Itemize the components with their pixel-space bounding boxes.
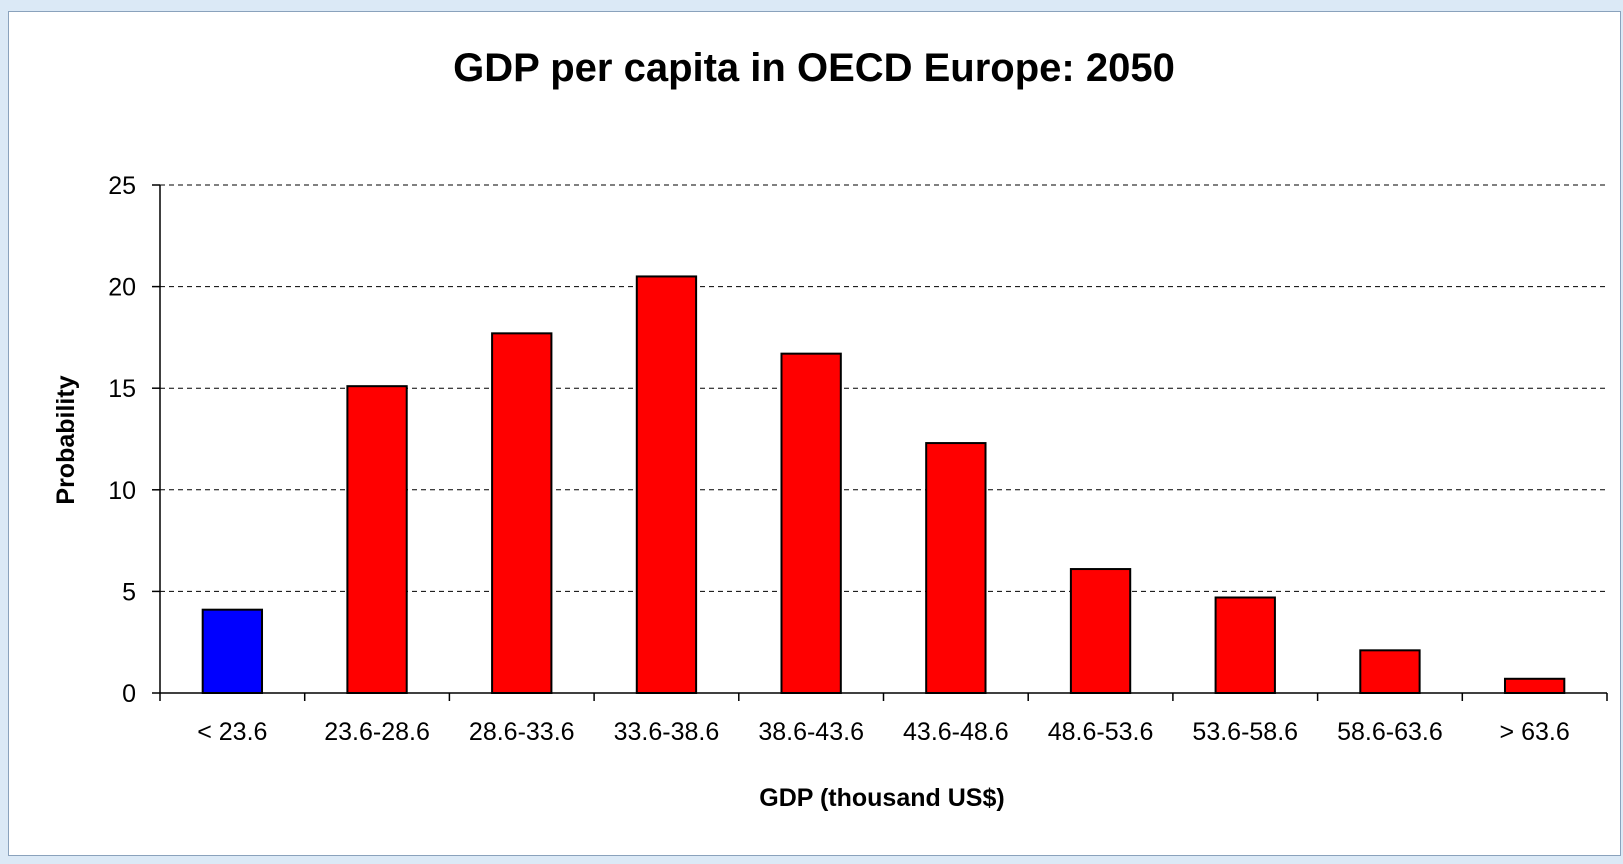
x-tick-label: 58.6-63.6 [1337, 718, 1443, 746]
y-tick-label: 0 [122, 680, 136, 708]
y-tick-label: 20 [108, 274, 136, 302]
y-tick-label: 25 [108, 172, 136, 200]
bars [201, 275, 1566, 695]
y-tick-label: 5 [122, 578, 136, 606]
x-tick-label: > 63.6 [1500, 718, 1570, 746]
bar [925, 442, 987, 694]
x-tick-label: 28.6-33.6 [469, 718, 575, 746]
y-tick-label: 10 [108, 477, 136, 505]
bar [491, 332, 553, 694]
bar [635, 275, 698, 694]
chart-title: GDP per capita in OECD Europe: 2050 [453, 46, 1175, 90]
x-tick-label: 23.6-28.6 [324, 718, 430, 746]
bar [1359, 649, 1421, 695]
y-axis-title: Probability [52, 375, 80, 504]
x-tick-label: 43.6-48.6 [903, 718, 1009, 746]
gridlines [160, 184, 1607, 592]
y-tick-labels: 0 5 10 15 20 25 [108, 172, 136, 708]
x-tick-label: 38.6-43.6 [758, 718, 864, 746]
x-tick-label: < 23.6 [197, 718, 267, 746]
x-tick-label: 53.6-58.6 [1192, 718, 1298, 746]
bar [1503, 677, 1566, 695]
bar [201, 608, 264, 694]
x-tick-label: 48.6-53.6 [1048, 718, 1154, 746]
x-axis-title: GDP (thousand US$) [759, 784, 1004, 812]
x-tick-labels: < 23.6 23.6-28.6 28.6-33.6 33.6-38.6 38.6-43… [197, 718, 1570, 746]
bar [1069, 568, 1132, 694]
bar [780, 352, 842, 694]
bar [346, 385, 408, 694]
x-tick-label: 33.6-38.6 [614, 718, 720, 746]
y-tick-label: 15 [108, 375, 136, 403]
bar [1214, 596, 1276, 694]
